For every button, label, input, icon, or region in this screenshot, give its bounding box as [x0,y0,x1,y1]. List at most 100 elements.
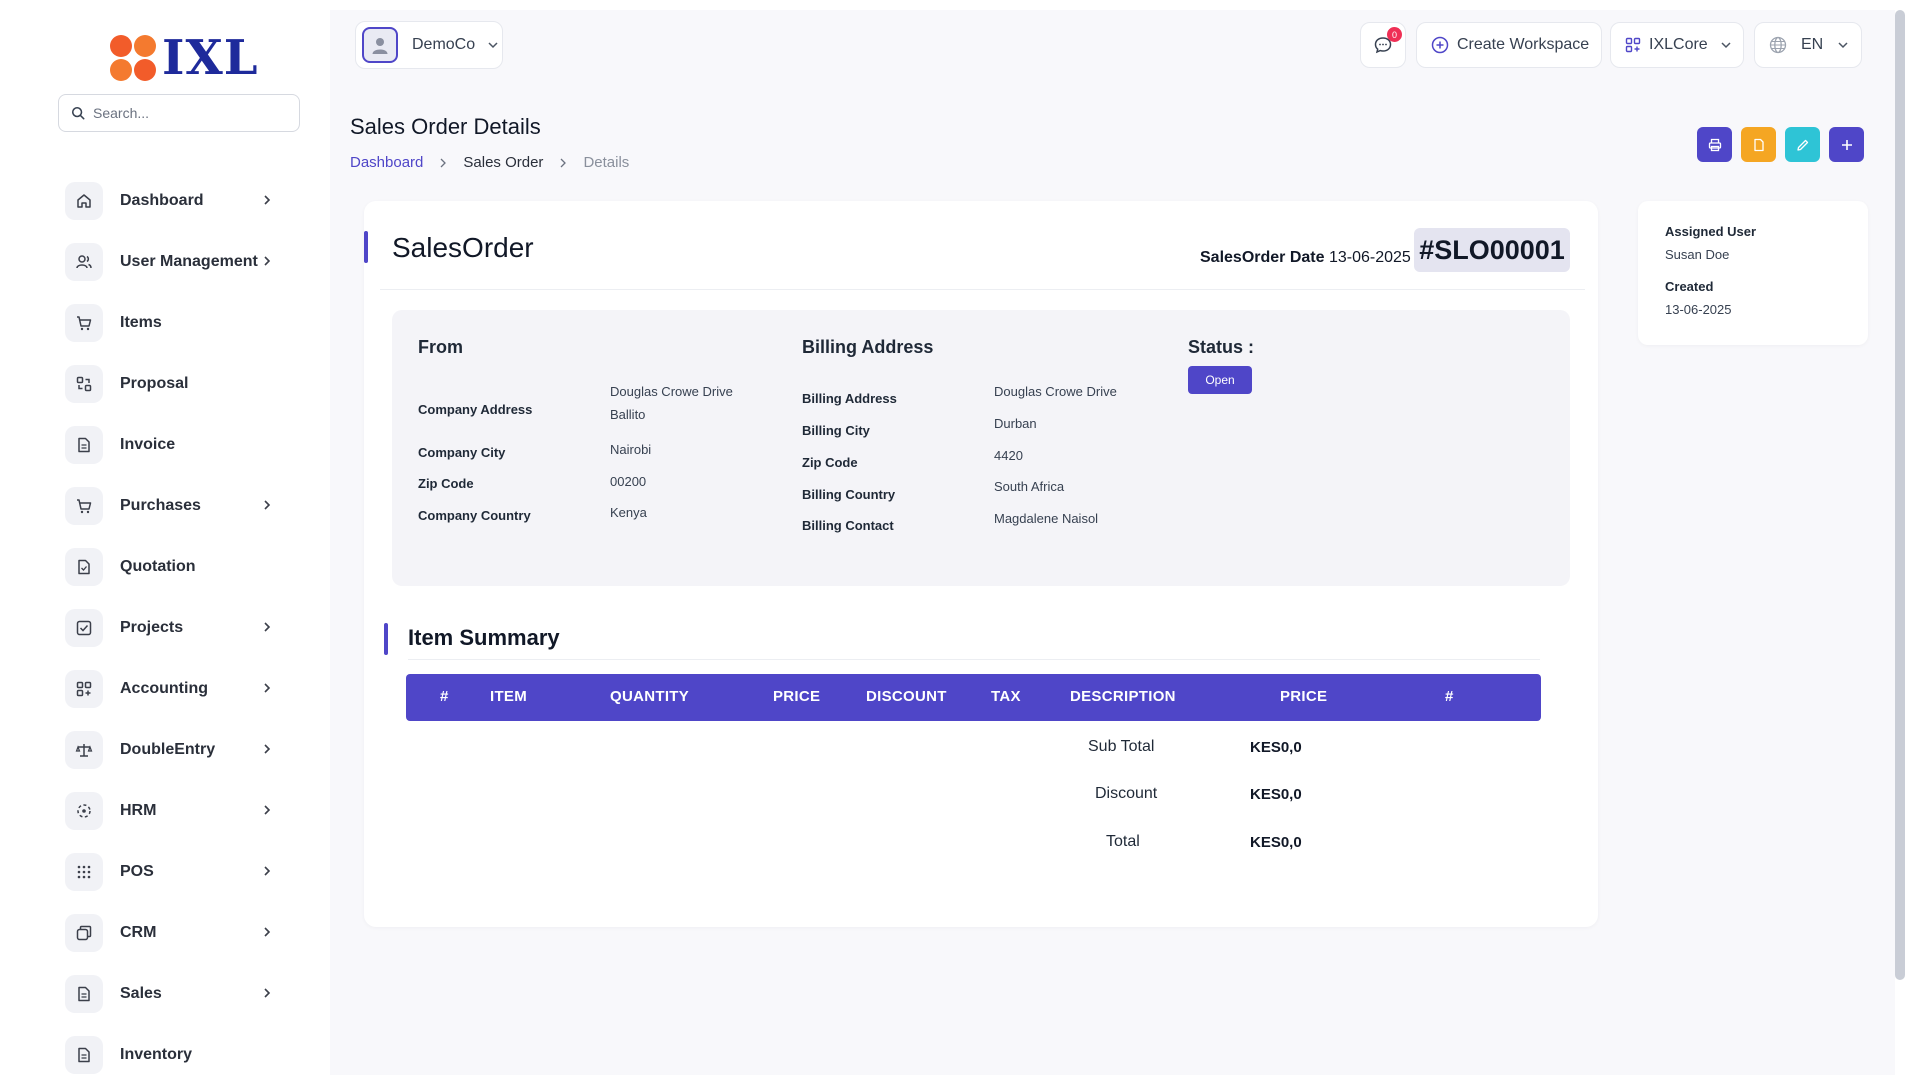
chevron-down-icon [488,42,498,49]
created-value: 13-06-2025 [1665,302,1732,317]
col-header-index: # [440,688,449,705]
discount-label: Discount [1095,785,1158,802]
sales-order-number: #SLO00001 [1414,228,1570,272]
create-workspace-label: Create Workspace [1457,36,1590,53]
sidebar-item-pos[interactable]: POS [65,841,305,902]
sidebar-item-proposal[interactable]: Proposal [65,353,305,414]
hrm-icon [65,791,103,830]
language-switcher[interactable]: EN [1754,22,1862,68]
sidebar-item-invoice[interactable]: Invoice [65,414,305,475]
total-value: KES0,0 [1250,834,1302,851]
workspace-switcher[interactable]: IXLCore [1610,22,1744,68]
file-icon [1753,138,1764,151]
sidebar-item-quotation[interactable]: Quotation [65,536,305,597]
logo-text: IXL [162,30,259,86]
chevron-down-icon [1838,42,1848,49]
notification-badge: 0 [1387,27,1402,42]
item-summary: Item Summary # ITEM QUANTITY PRICE DISCO… [384,601,1574,897]
add-button[interactable] [1829,127,1864,162]
table-header: # ITEM QUANTITY PRICE DISCOUNT TAX DESCR… [406,674,1541,721]
created-label: Created [1665,279,1714,294]
company-switcher[interactable]: DemoCo [355,21,503,69]
logo-mark-icon [110,35,156,81]
company-zip-label: Zip Code [418,476,474,491]
chevron-right-icon [264,622,271,632]
col-header-quantity: QUANTITY [610,688,690,705]
sidebar-item-label: CRM [120,923,157,941]
search-box[interactable] [58,94,300,132]
billing-address-label: Billing Address [802,391,897,406]
file-icon [65,974,103,1013]
chevron-right-icon [264,256,271,266]
company-city-value: Nairobi [610,442,652,457]
scale-icon [65,730,103,769]
edit-button[interactable] [1785,127,1820,162]
grid-icon [65,669,103,708]
col-header-discount: DISCOUNT [866,688,947,705]
notifications-button[interactable]: 0 [1360,22,1406,68]
sidebar-item-label: Inventory [120,1045,193,1063]
sidebar-item-label: Items [120,313,162,331]
sub-total-value: KES0,0 [1250,739,1302,756]
sidebar-item-label: Invoice [120,435,176,453]
col-header-tax: TAX [991,688,1021,705]
file-icon [65,1035,103,1074]
file-icon [65,425,103,464]
sidebar-item-hrm[interactable]: HRM [65,780,305,841]
chevron-right-icon [264,500,271,510]
checkbox-icon [65,608,103,647]
section-accent [364,231,368,263]
create-workspace-button[interactable]: Create Workspace [1416,22,1602,68]
pdf-button[interactable] [1741,127,1776,162]
status-heading: Status : [1188,337,1255,357]
search-icon [71,106,85,120]
billing-zip-label: Zip Code [802,455,858,470]
sidebar-item-label: Projects [120,618,184,636]
language-code: EN [1801,36,1824,53]
avatar [362,27,398,63]
chevron-right-icon [264,683,271,693]
chat-icon [1374,37,1392,54]
company-address-label: Company Address [418,402,533,417]
search-input[interactable] [93,105,293,121]
divider [408,659,1540,660]
chevron-down-icon [1721,42,1731,49]
sidebar-item-purchases[interactable]: Purchases [65,475,305,536]
page-scrollbar[interactable] [1895,10,1905,980]
sales-order-heading: SalesOrder [392,232,534,263]
sales-order-date: SalesOrder Date 13-06-2025 [1200,249,1411,267]
sidebar-item-user-management[interactable]: User Management [65,231,305,292]
company-address-line1: Douglas Crowe Drive [610,384,733,399]
print-button[interactable] [1697,127,1732,162]
sales-order-card: SalesOrder SalesOrder Date 13-06-2025 #S… [364,201,1598,927]
plus-circle-icon [1431,36,1449,54]
company-country-label: Company Country [418,508,531,523]
divider [380,289,1585,290]
billing-country-label: Billing Country [802,487,896,502]
chevron-right-icon [264,927,271,937]
sidebar-item-accounting[interactable]: Accounting [65,658,305,719]
company-address-line2: Ballito [610,407,646,422]
sub-total-label: Sub Total [1088,738,1155,755]
breadcrumb-dashboard-link[interactable]: Dashboard [350,154,424,171]
status-badge[interactable]: Open [1188,366,1252,394]
cart-icon [65,486,103,525]
home-icon [65,181,103,220]
billing-contact-value: Magdalene Naisol [994,511,1099,526]
sidebar-item-projects[interactable]: Projects [65,597,305,658]
sidebar-item-label: Quotation [120,557,196,575]
sidebar-item-dashboard[interactable]: Dashboard [65,170,305,231]
company-zip-value: 00200 [610,474,647,489]
assigned-user-value: Susan Doe [1665,247,1730,262]
sidebar-item-inventory[interactable]: Inventory [65,1024,305,1075]
sidebar-item-sales[interactable]: Sales [65,963,305,1024]
sidebar-item-items[interactable]: Items [65,292,305,353]
billing-city-label: Billing City [802,423,870,438]
user-icon [372,38,388,54]
breadcrumb-sales-order[interactable]: Sales Order [463,154,544,171]
sidebar-item-crm[interactable]: CRM [65,902,305,963]
chevron-right-icon [264,195,271,205]
crm-icon [65,913,103,952]
brand-logo[interactable]: IXL [110,30,258,86]
sidebar-item-doubleentry[interactable]: DoubleEntry [65,719,305,780]
